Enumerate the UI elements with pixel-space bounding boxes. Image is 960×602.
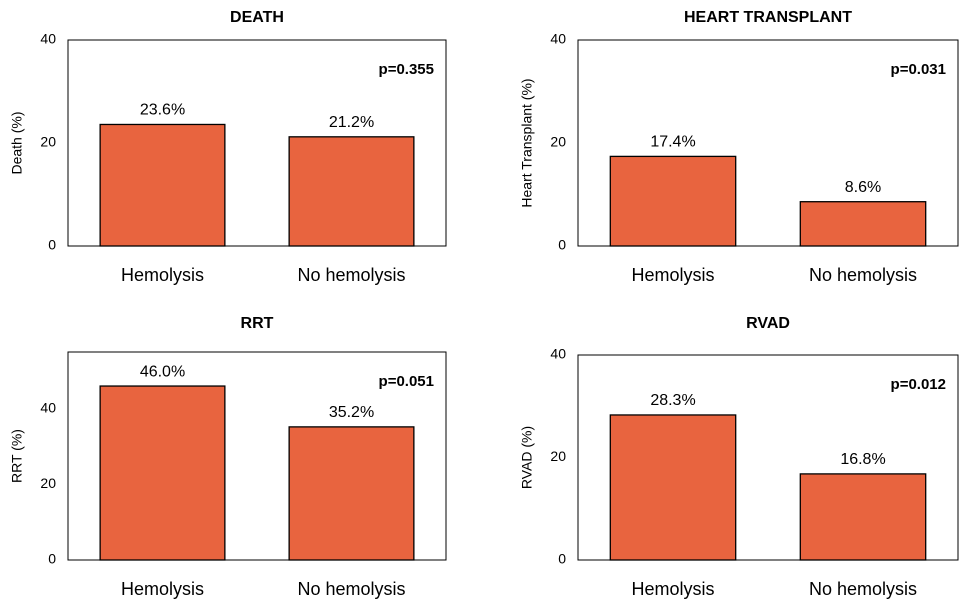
bar [799,201,927,247]
p-value: p=0.355 [379,61,434,78]
x-tick-label: No hemolysis [809,265,917,285]
plot-frame [67,39,447,247]
plot-frame [577,39,959,247]
y-tick-label: 40 [40,31,56,47]
y-tick-label: 20 [550,134,566,150]
value-label: 16.8% [840,451,885,468]
x-tick-label: No hemolysis [809,579,917,599]
value-label: 46.0% [140,363,185,380]
y-tick-label: 40 [40,399,56,415]
x-tick-label: No hemolysis [297,265,405,285]
y-tick-label: 40 [550,346,566,362]
value-label: 28.3% [650,392,695,409]
value-label: 23.6% [140,102,185,119]
y-axis-label: RRT (%) [9,429,25,483]
y-axis-label: Death (%) [9,111,25,174]
value-label: 21.2% [329,114,374,131]
y-tick-label: 0 [558,237,566,253]
bar [799,473,927,561]
y-tick-label: 0 [48,237,56,253]
bar [99,123,226,247]
p-value: p=0.051 [379,373,434,390]
x-tick-label: No hemolysis [297,579,405,599]
chart-title: RRT [241,315,274,332]
y-tick-label: 20 [40,134,56,150]
y-tick-label: 20 [40,475,56,491]
x-tick-label: Hemolysis [631,579,714,599]
y-axis-label: RVAD (%) [519,426,535,489]
bar [288,426,415,561]
y-tick-label: 20 [550,448,566,464]
chart-title: RVAD [746,315,790,332]
y-tick-label: 0 [48,551,56,567]
bar [288,136,415,247]
y-axis-label: Heart Transplant (%) [519,78,535,207]
value-label: 35.2% [329,404,374,421]
bar [99,385,226,561]
value-label: 17.4% [650,134,695,151]
x-tick-label: Hemolysis [121,265,204,285]
bar [609,155,737,247]
plot-frame [67,351,447,561]
value-label: 8.6% [845,179,881,196]
chart-title: HEART TRANSPLANT [684,9,852,26]
p-value: p=0.012 [891,376,946,393]
p-value: p=0.031 [891,61,946,78]
x-tick-label: Hemolysis [631,265,714,285]
bar [609,414,737,561]
y-tick-label: 0 [558,551,566,567]
y-tick-label: 40 [550,31,566,47]
plot-frame [577,354,959,561]
x-tick-label: Hemolysis [121,579,204,599]
chart-title: DEATH [230,9,284,26]
